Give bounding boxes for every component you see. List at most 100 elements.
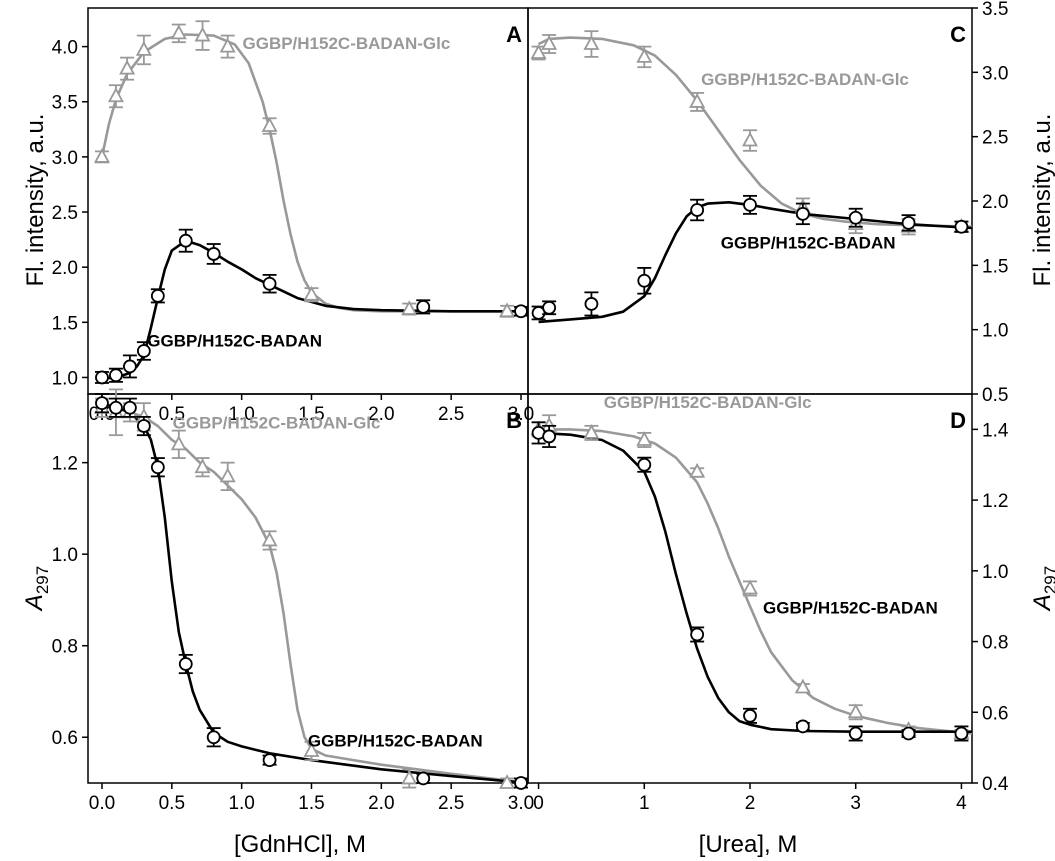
- x-axis-label-urea: [Urea], M: [699, 831, 798, 858]
- y-axis-label-top-left: Fl. intensity, a.u.: [22, 114, 49, 287]
- data-point-circle: [954, 219, 969, 234]
- data-point-triangle: [401, 300, 418, 315]
- panel-b: 0.0 0.5 1.0 1.5 2.0 2.5 3.0 0.6 0.8 1.0 1.2 GGBP/H1…: [52, 388, 534, 814]
- series-label-ggbp-h152c-badan: GGBP/H152C-BADAN: [721, 234, 896, 253]
- fit-curve-ggbp-h152c-badan: [538, 431, 972, 733]
- data-point-circle: [954, 726, 969, 741]
- data-point-triangle: [303, 285, 320, 301]
- y-tick-label: 3.0: [52, 148, 78, 169]
- data-point-circle: [637, 457, 652, 472]
- data-point-triangle: [530, 44, 547, 59]
- x-tick-label: 3: [850, 793, 861, 814]
- x-tick-label: 2.0: [368, 793, 394, 814]
- data-point-circle: [690, 203, 705, 217]
- data-point-triangle: [170, 435, 187, 451]
- x-tick-label: 0.0: [89, 793, 115, 814]
- data-point-circle: [416, 771, 431, 786]
- data-point-circle: [795, 206, 810, 221]
- data-point-circle: [123, 359, 137, 374]
- data-point-triangle: [583, 35, 600, 50]
- x-tick-label: 0.5: [159, 793, 185, 814]
- data-point-circle: [584, 297, 599, 311]
- data-point-circle: [136, 344, 151, 358]
- data-point-triangle: [499, 302, 516, 318]
- data-point-triangle: [107, 87, 124, 103]
- data-point-circle: [848, 726, 863, 741]
- x-tick-label: 0.5: [159, 404, 185, 425]
- fit-curve-ggbp-h152c-badan-glc: [101, 401, 529, 785]
- data-point-circle: [95, 370, 109, 385]
- data-point-circle: [109, 400, 123, 415]
- data-point-triangle: [135, 41, 152, 56]
- y-tick-label: 2.5: [982, 128, 1008, 149]
- data-point-triangle: [219, 467, 236, 483]
- x-axis-label-gdnhcl: [GdnHCl], M: [234, 831, 366, 858]
- x-tick-label: 1.5: [298, 793, 324, 814]
- x-tick-label: 3.0: [508, 793, 534, 814]
- y-tick-label: 0.8: [52, 637, 78, 658]
- y-axis-label-bottom-left: A297: [21, 566, 52, 612]
- y-tick-label: 3.5: [52, 93, 78, 114]
- x-tick-label: 1.0: [228, 404, 254, 425]
- data-point-circle: [178, 657, 193, 671]
- y-tick-label: 1.5: [982, 256, 1008, 277]
- data-point-circle: [514, 304, 528, 319]
- y-axis-label-top-right: Fl. intensity, a.u.: [1029, 114, 1055, 287]
- data-point-triangle: [194, 458, 211, 474]
- panel-letter: B: [506, 408, 522, 433]
- data-point-triangle: [194, 26, 211, 42]
- y-tick-label: 1.2: [52, 454, 78, 475]
- fit-curve-ggbp-h152c-badan-glc: [538, 36, 973, 228]
- y-label-subscript: 297: [1041, 566, 1055, 594]
- data-point-triangle: [741, 131, 759, 147]
- data-point-triangle: [583, 424, 600, 439]
- data-point-triangle: [219, 37, 236, 53]
- data-point-triangle: [261, 117, 278, 132]
- data-point-circle: [743, 708, 757, 723]
- data-point-triangle: [541, 35, 558, 50]
- y-tick-label: 1.0: [52, 545, 78, 566]
- data-point-circle: [109, 368, 123, 383]
- data-point-circle: [150, 460, 165, 475]
- y-tick-label: 1.0: [982, 562, 1008, 583]
- x-tick-label: 2.5: [438, 404, 464, 425]
- x-tick-label: 1.5: [298, 404, 324, 425]
- data-point-circle: [542, 300, 557, 315]
- x-tick-label: 1: [639, 793, 650, 814]
- data-point-circle: [690, 627, 705, 642]
- data-point-circle: [637, 273, 652, 288]
- data-point-triangle: [636, 431, 653, 446]
- data-point-triangle: [794, 678, 811, 694]
- data-point-triangle: [119, 59, 136, 75]
- series-label-ggbp-h152c-badan-glc: GGBP/H152C-BADAN-Glc: [701, 70, 909, 89]
- y-tick-label: 0.8: [982, 633, 1008, 654]
- data-point-triangle: [499, 774, 516, 789]
- panels: 0.0 0.5 1.0 1.5 2.0 2.5 3.0 1.0 1.5 2.0 2.5 3.0 3.5 4…: [52, 0, 1009, 814]
- data-point-triangle: [170, 24, 187, 40]
- y-label-letter: A: [1029, 594, 1055, 612]
- data-point-circle: [136, 419, 151, 433]
- y-tick-label: 2.5: [52, 203, 78, 224]
- data-point-circle: [206, 247, 221, 261]
- x-tick-label: 1.0: [228, 793, 254, 814]
- y-tick-label: 0.4: [982, 774, 1009, 795]
- y-tick-label: 1.4: [982, 420, 1009, 441]
- y-label-letter: A: [21, 594, 48, 612]
- data-point-triangle: [261, 531, 278, 547]
- fit-curve-ggbp-h152c-badan: [101, 239, 528, 380]
- series-label-ggbp-h152c-badan: GGBP/H152C-BADAN: [308, 731, 483, 750]
- x-tick-label: 0: [533, 793, 544, 814]
- data-point-circle: [262, 276, 277, 291]
- data-point-triangle: [689, 93, 706, 108]
- data-point-circle: [262, 753, 277, 768]
- data-point-circle: [514, 776, 528, 790]
- y-tick-label: 0.6: [52, 728, 78, 749]
- y-label-subscript: 297: [33, 566, 52, 594]
- data-point-circle: [416, 299, 431, 314]
- series-label-ggbp-h152c-badan-glc: GGBP/H152C-BADAN-Glc: [604, 393, 812, 412]
- series-label-ggbp-h152c-badan: GGBP/H152C-BADAN: [147, 332, 322, 351]
- y-tick-label: 0.6: [982, 703, 1008, 724]
- y-tick-label: 4.0: [52, 38, 78, 59]
- x-tick-label: 2: [745, 793, 756, 814]
